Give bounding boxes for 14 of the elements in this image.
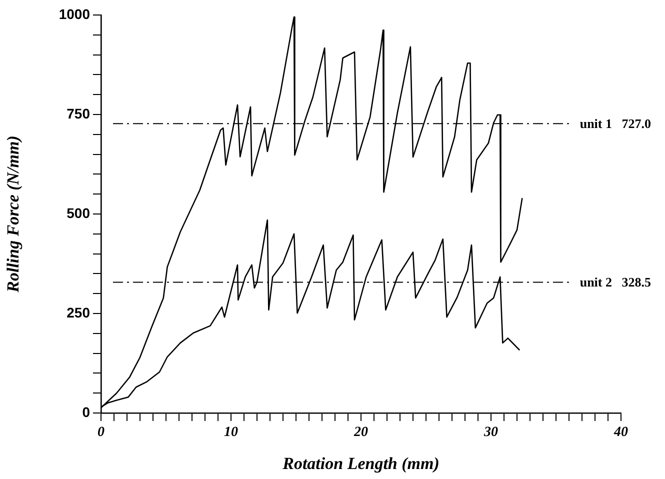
- x-axis-title: Rotation Length (mm): [282, 454, 440, 474]
- x-tick-label: 10: [224, 425, 238, 440]
- x-tick-label: 20: [353, 425, 368, 440]
- y-tick-label: 0: [82, 404, 90, 420]
- y-tick-label: 500: [66, 204, 90, 221]
- ref-line-label: unit 2 328.5: [580, 274, 652, 290]
- y-axis-title: Rolling Force (N/mm): [4, 136, 23, 294]
- y-tick-label: 1000: [58, 6, 90, 22]
- y-tick-label: 250: [66, 304, 90, 320]
- ref-line-label: unit 1 727.0: [580, 116, 651, 132]
- y-tick-label: 750: [66, 105, 90, 122]
- x-tick-label: 40: [613, 425, 628, 440]
- x-tick-label: 30: [483, 425, 498, 440]
- x-tick-label: 0: [98, 425, 104, 440]
